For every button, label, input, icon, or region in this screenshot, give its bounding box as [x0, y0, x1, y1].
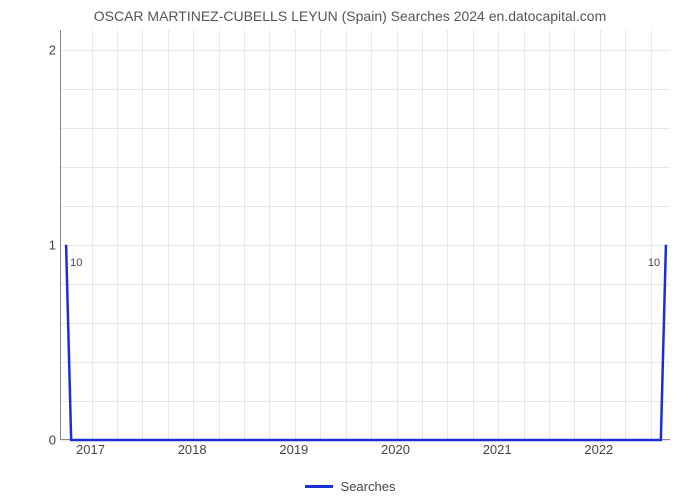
x-tick-label: 2018	[178, 442, 207, 457]
series-line	[66, 245, 666, 440]
y-tick-label: 1	[32, 237, 56, 252]
legend-label: Searches	[341, 479, 396, 494]
y-tick-label: 0	[32, 433, 56, 448]
y-tick-label: 2	[32, 42, 56, 57]
point-label: 10	[70, 257, 82, 269]
legend-swatch	[305, 485, 333, 488]
chart-container: OSCAR MARTINEZ-CUBELLS LEYUN (Spain) Sea…	[0, 0, 700, 500]
x-tick-label: 2019	[279, 442, 308, 457]
legend: Searches	[0, 479, 700, 494]
x-tick-label: 2022	[584, 442, 613, 457]
data-layer	[61, 30, 670, 439]
x-tick-label: 2017	[76, 442, 105, 457]
plot-area: 10 10	[60, 30, 670, 440]
x-tick-label: 2020	[381, 442, 410, 457]
x-tick-label: 2021	[483, 442, 512, 457]
point-label: 10	[648, 257, 660, 269]
chart-title: OSCAR MARTINEZ-CUBELLS LEYUN (Spain) Sea…	[0, 8, 700, 24]
